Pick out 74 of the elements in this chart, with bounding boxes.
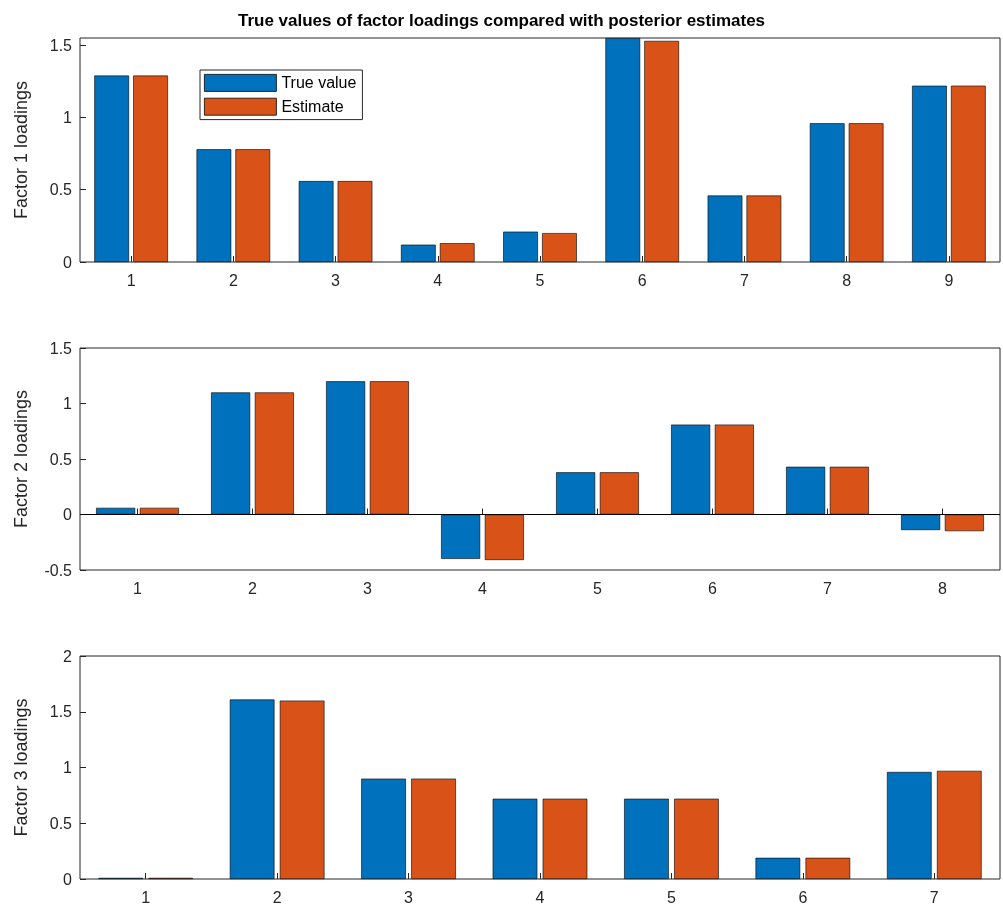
y-tick-label: -0.5 [44,561,73,579]
bar [235,149,271,262]
x-tick-label: 7 [823,579,833,597]
y-axis-title: Factor 2 loadings [11,389,31,529]
y-tick-label: 2 [63,647,73,665]
bar [229,699,275,879]
bar [809,123,845,262]
legend-label: True value [281,74,357,92]
x-tick-label: 3 [363,579,373,597]
bar [492,798,538,879]
y-tick-label: 1 [63,395,73,412]
x-tick-label: 3 [404,888,414,906]
bar [950,85,986,262]
y-tick-label: 0.5 [49,450,73,468]
x-tick-label: 5 [535,271,545,289]
bar [400,244,436,262]
y-tick-label: 0.5 [49,814,73,832]
y-tick-label: 0 [63,506,73,523]
chart-title: True values of factor loadings compared with posterior estimates [237,11,766,30]
x-tick-label: 2 [272,888,282,906]
x-tick-label: 3 [331,271,341,289]
bar [936,770,982,879]
bar [542,798,588,879]
bar [707,195,743,262]
bar [337,181,373,262]
bar [644,40,680,262]
x-tick-label: 8 [842,271,852,289]
y-axis-title: Factor 1 loadings [11,80,31,220]
bar [411,778,456,879]
x-tick-label: 4 [433,271,443,289]
bar [279,700,325,879]
x-tick-label: 2 [248,579,258,597]
y-tick-label: 1.5 [49,36,73,54]
bar [298,181,334,262]
bar [746,195,782,262]
y-tick-label: 0 [63,870,73,888]
x-tick-label: 7 [929,888,939,906]
bar [755,857,801,879]
x-tick-label: 6 [798,888,808,906]
x-tick-label: 5 [666,888,676,906]
bar [503,231,538,262]
x-tick-label: 2 [228,271,238,289]
bar [886,771,932,879]
bar [674,798,719,879]
y-axis-title: Factor 3 loadings [11,698,31,837]
x-tick-label: 6 [637,271,647,289]
y-tick-label: 1 [63,759,73,776]
bar [439,243,475,262]
x-tick-label: 1 [141,888,151,906]
legend-label: Estimate [281,98,344,116]
x-tick-label: 4 [535,888,545,906]
x-tick-label: 8 [938,579,948,597]
x-tick-label: 1 [126,271,136,289]
bar [196,149,232,262]
y-tick-label: 1 [63,108,73,126]
bar [848,123,884,262]
bar [542,233,577,262]
bar [94,75,130,262]
y-tick-label: 1.5 [49,703,73,721]
x-tick-label: 7 [739,271,749,289]
bar [912,85,947,262]
x-tick-label: 4 [478,579,488,597]
x-tick-label: 5 [593,579,603,597]
y-tick-label: 0 [63,253,73,271]
x-tick-label: 1 [133,579,143,597]
y-tick-label: 1.5 [49,339,73,357]
x-tick-label: 9 [944,271,954,289]
y-tick-label: 0.5 [49,181,73,199]
bar [605,38,641,262]
bar [805,857,851,879]
bar [361,778,406,879]
bar [624,798,669,879]
bar [133,75,168,262]
x-tick-label: 6 [708,579,718,597]
